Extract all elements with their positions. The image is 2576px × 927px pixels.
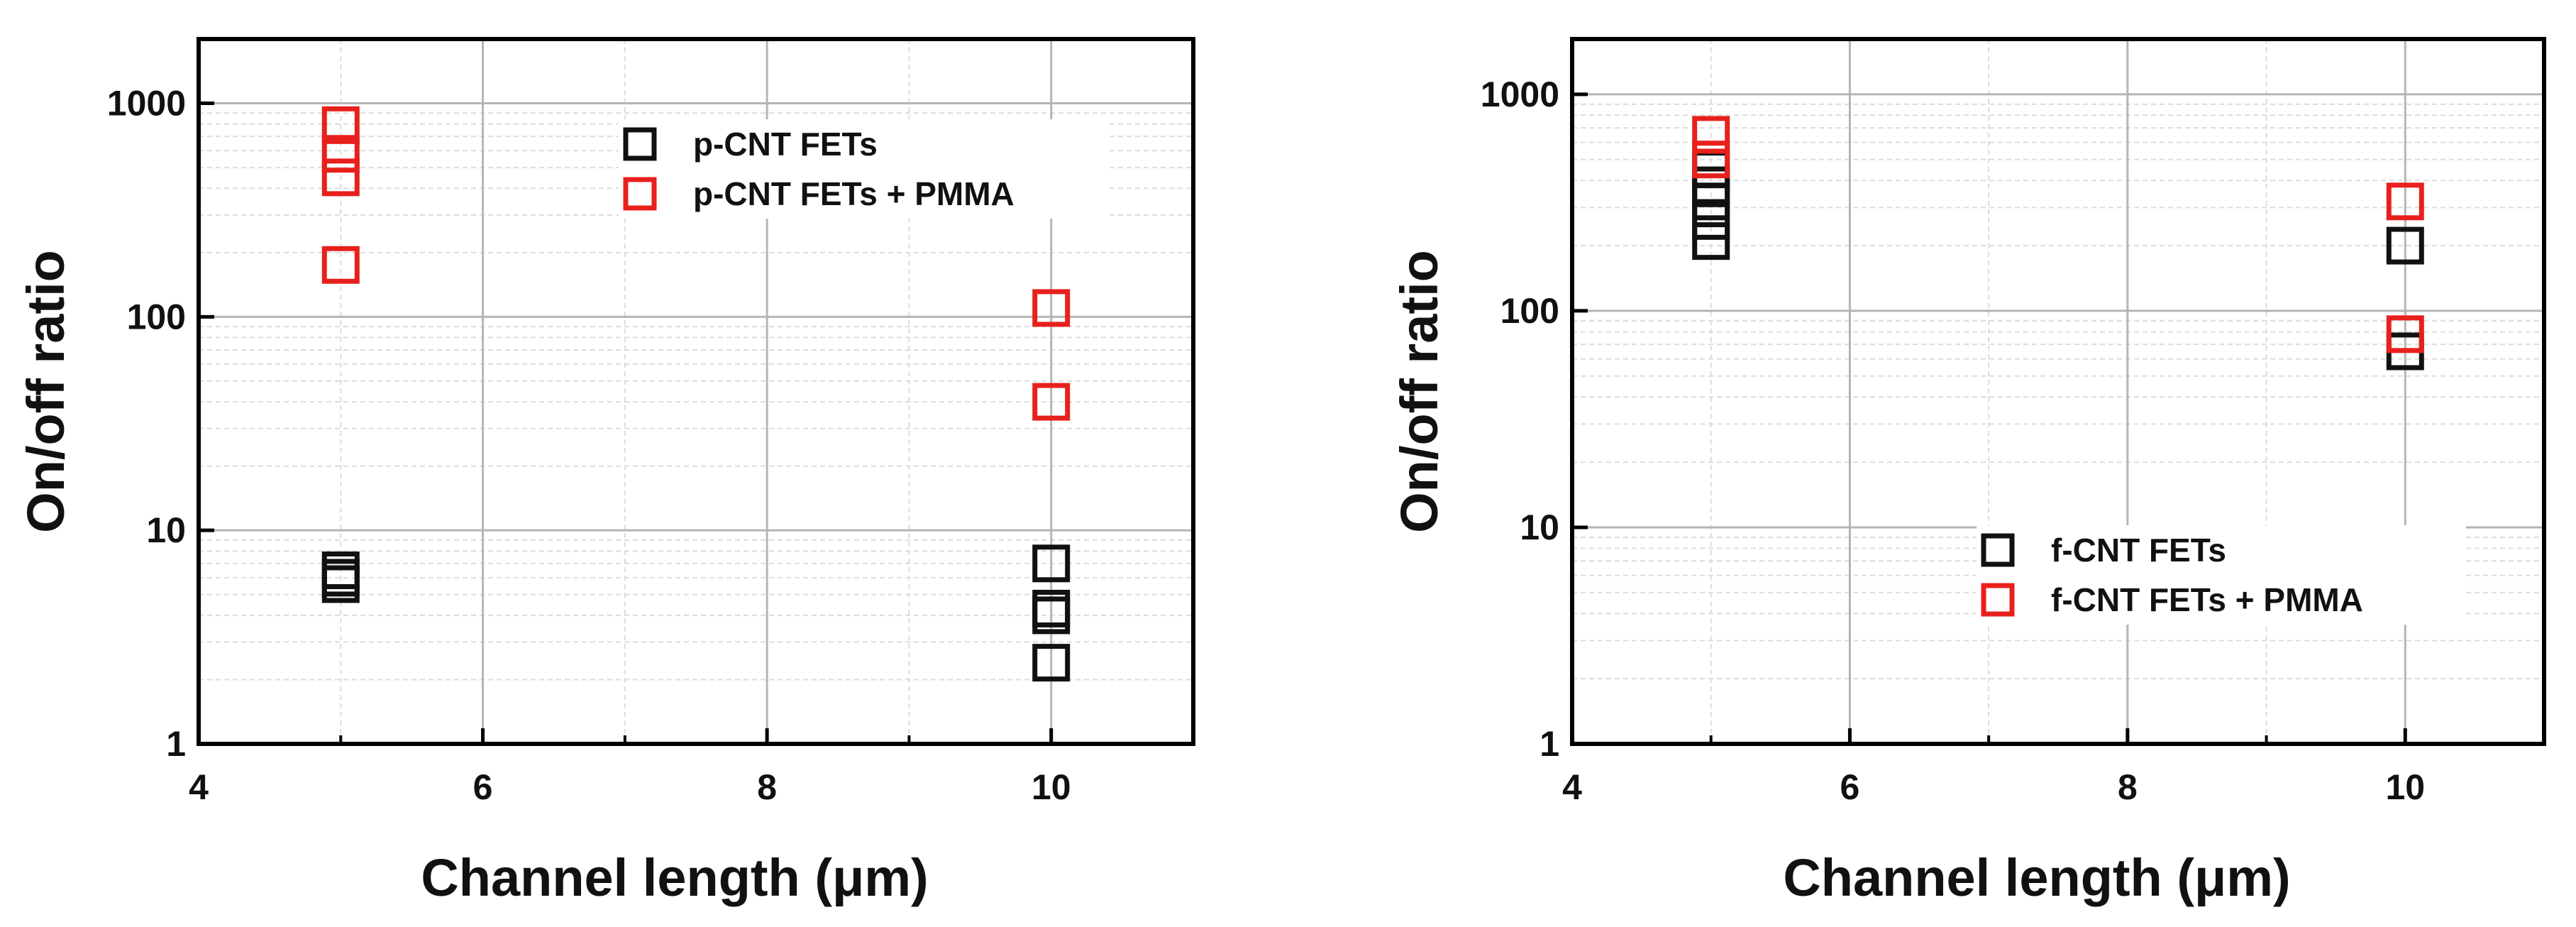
series-2 [1692, 116, 2424, 353]
chart-f-cnt: 4 6 8 10 1 10 100 1000 Channel length (μm) On/off… [1390, 37, 2546, 907]
data-point [1032, 289, 1071, 327]
data-point [1032, 589, 1071, 627]
y-tick-label: 10 [146, 510, 186, 550]
legend-marker [1981, 583, 2015, 617]
data-point [321, 158, 360, 197]
legend-marker [1981, 533, 2015, 567]
data-point [1692, 141, 1730, 179]
y-tick-label: 1000 [107, 84, 186, 124]
x-tick-label: 4 [189, 767, 209, 807]
legend-label: f-CNT FETs + PMMA [2051, 581, 2363, 618]
y-tick-label: 1000 [1481, 75, 1559, 114]
legend: p-CNT FETs p-CNT FETs + PMMA [619, 119, 1108, 219]
y-tick-label: 1 [166, 724, 186, 764]
plot-frame [197, 37, 1195, 746]
data-point [321, 106, 360, 144]
x-tick-label: 10 [1032, 767, 1071, 807]
series-1 [321, 544, 1071, 682]
y-tick-label: 100 [127, 297, 186, 336]
plot-area [1572, 39, 2544, 744]
x-tick-label: 6 [1840, 767, 1860, 807]
x-tick-label: 4 [1562, 767, 1582, 807]
data-point [1692, 116, 1730, 154]
x-tick-label: 8 [2118, 767, 2138, 807]
legend-box [1977, 525, 2466, 625]
x-tick-label: 10 [2385, 767, 2425, 807]
y-tick-label: 10 [1520, 508, 1559, 547]
data-point [321, 246, 360, 284]
legend-label: p-CNT FETs + PMMA [693, 175, 1015, 212]
data-point [321, 551, 360, 589]
data-point [321, 135, 360, 173]
series-2 [321, 106, 1071, 421]
x-tick-label: 8 [757, 767, 777, 807]
data-point [1692, 202, 1730, 240]
legend-marker [623, 127, 657, 161]
y-axis-title: On/off ratio [1390, 250, 1449, 533]
data-point [1032, 383, 1071, 421]
data-point [1032, 544, 1071, 583]
data-point [1032, 644, 1071, 682]
y-tick-label: 1 [1539, 724, 1559, 764]
x-axis-title: Channel length (μm) [1783, 848, 2290, 907]
data-point [2386, 182, 2424, 221]
chart-p-cnt: 4 6 8 10 1 10 100 1000 Channel length (μm) On/off… [16, 37, 1195, 907]
data-point [2386, 315, 2424, 353]
y-axis-title: On/off ratio [16, 250, 75, 533]
y-tick-label: 100 [1500, 291, 1559, 331]
legend: f-CNT FETs f-CNT FETs + PMMA [1977, 525, 2466, 625]
x-tick-label: 6 [473, 767, 493, 807]
x-axis-title: Channel length (μm) [421, 848, 928, 907]
plot-frame [1570, 37, 2546, 746]
legend-marker [623, 177, 657, 211]
data-point [1692, 222, 1730, 260]
legend-box [619, 119, 1108, 219]
data-point [2386, 226, 2424, 265]
legend-label: f-CNT FETs [2051, 532, 2226, 569]
legend-label: p-CNT FETs [693, 126, 878, 163]
